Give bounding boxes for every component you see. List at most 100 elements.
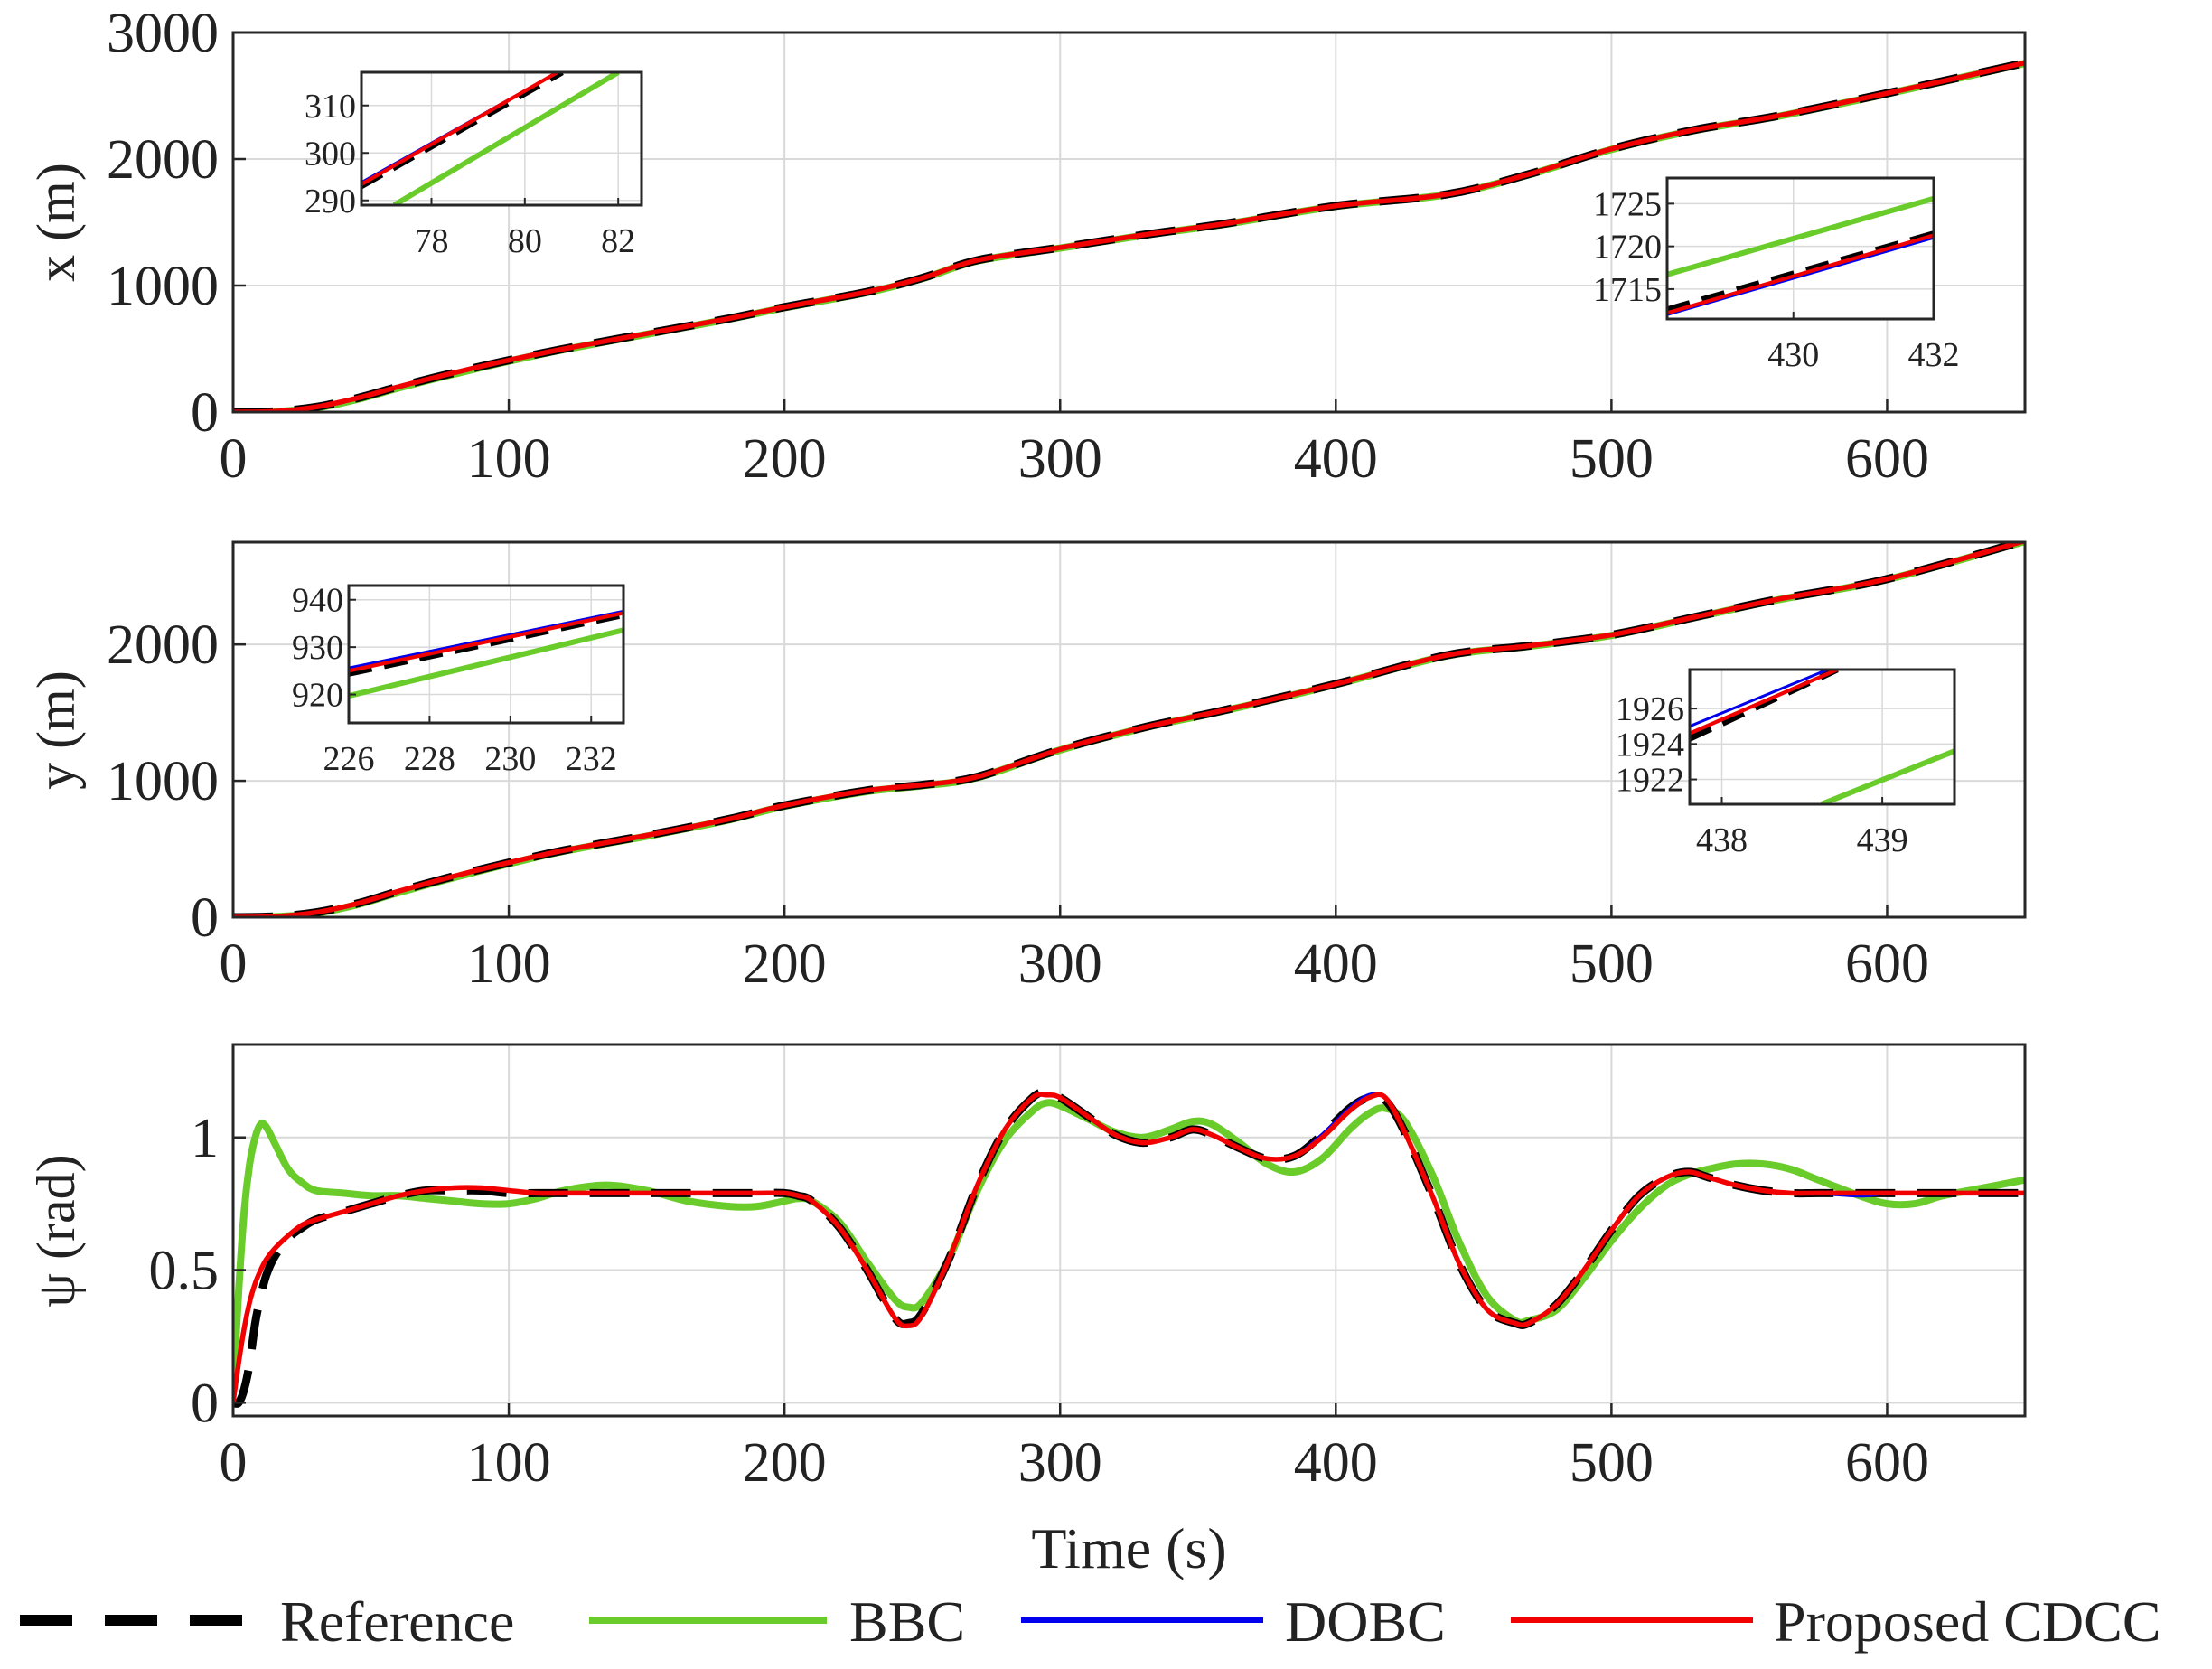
x-tick-label: 300 [1018,428,1102,490]
y-tick-label: 1000 [107,751,219,812]
x-tick-label: 400 [1294,933,1378,995]
panel-x-position: 0 100 200 300 400 500 600 0 1000 2000 3000 x (m) 78 8… [26,3,2027,490]
series-group [233,59,2025,412]
plot-area [233,1045,2025,1416]
x-tick-label: 0 [220,933,248,995]
series-line-cdcc [233,542,2025,917]
inset-series [1690,670,1954,804]
inset-y-tick-label: 300 [305,135,356,173]
inset-y-tick-label: 1924 [1616,726,1684,764]
y-tick-label: 3000 [107,3,219,64]
y-tick-label: 1 [191,1108,219,1169]
inset-frame [347,584,625,725]
panel-heading: 0 100 200 300 400 500 600 0 0.5 1 ψ (rad) Time (s) [26,1043,2027,1580]
inset-x-tick-label: 230 [484,740,536,778]
inset-y-tick-label: 1926 [1616,690,1684,728]
inset-area [349,586,623,723]
inset-y-tick-label: 1715 [1593,271,1662,309]
inset-y-tick-label: 920 [292,677,343,715]
inset-x-tick-label: 82 [601,222,635,260]
series-group [233,542,2025,917]
inset-line-bbc [1820,748,1954,804]
x-tick-label: 100 [467,933,551,995]
inset-x-tick-label: 432 [1908,336,1960,374]
x-tick-label: 500 [1570,428,1654,490]
inset-x-tick-label: 232 [566,740,617,778]
inset-series [1667,195,1934,316]
legend-label-reference: Reference [280,1589,514,1654]
y-axis-label: y (m) [26,670,86,790]
inset-y-tick-label: 1720 [1593,229,1662,267]
legend-label-cdcc: Proposed CDCC [1774,1589,2161,1654]
axes-frame [231,540,2027,919]
y-tick-label: 0 [191,887,219,949]
x-tick-label: 200 [743,428,827,490]
x-tick-label: 400 [1294,428,1378,490]
inset-right: 430 432 1715 1720 1725 [1593,176,1960,374]
axes-frame [231,1043,2027,1418]
inset-line-reference [349,612,623,677]
inset-top-left: 226 228 230 232 920 930 940 [292,582,625,778]
inset-frame [1688,668,1956,806]
x-tick-label: 0 [220,1432,248,1494]
inset-area [1690,670,1954,804]
y-tick-label: 2000 [107,129,219,191]
legend: Reference BBC DOBC Proposed CDCC [20,1589,2161,1654]
inset-line-bbc [349,627,623,699]
inset-x-tick-label: 439 [1857,821,1908,859]
inset-line-cdcc [1667,233,1934,315]
x-tick-label: 600 [1845,1432,1929,1494]
inset-series [361,72,620,205]
inset-line-bbc [1667,195,1934,277]
x-tick-label: 300 [1018,933,1102,995]
x-tick-label: 600 [1845,933,1929,995]
x-tick-label: 100 [467,1432,551,1494]
series-line-cdcc [233,60,2025,412]
y-tick-label: 2000 [107,614,219,676]
y-tick-label: 0.5 [149,1241,220,1302]
inset-line-cdcc [1690,670,1839,736]
inset-line-cdcc [361,72,559,186]
inset-top-left: 78 80 82 290 300 310 [305,70,643,260]
inset-y-tick-label: 290 [305,183,356,220]
series-line-cdcc [233,1092,2025,1403]
x-tick-label: 100 [467,428,551,490]
x-axis-label: Time (s) [1031,1516,1226,1580]
inset-line-cdcc [349,611,623,673]
axes-frame [231,31,2027,414]
inset-x-tick-label: 228 [404,740,455,778]
x-tick-label: 600 [1845,428,1929,490]
inset-y-tick-label: 310 [305,88,356,126]
inset-x-tick-label: 226 [323,740,375,778]
x-tick-label: 200 [743,1432,827,1494]
inset-frame [1665,176,1936,321]
series-group [233,1088,2025,1408]
inset-x-tick-label: 430 [1767,336,1819,374]
inset-line-dobc [349,609,623,670]
inset-y-tick-label: 1725 [1593,185,1662,223]
y-axis-label: x (m) [26,163,86,282]
y-tick-label: 0 [191,382,219,444]
inset-x-tick-label: 438 [1696,821,1748,859]
inset-x-tick-label: 80 [508,222,542,260]
y-tick-label: 0 [191,1373,219,1434]
inset-line-reference [1690,670,1839,742]
y-tick-label: 1000 [107,256,219,317]
inset-y-tick-label: 1922 [1616,762,1684,800]
inset-y-tick-label: 940 [292,582,343,620]
inset-y-tick-label: 930 [292,629,343,667]
inset-line-dobc [1690,670,1829,728]
inset-line-bbc [392,72,620,205]
x-tick-label: 400 [1294,1432,1378,1494]
x-tick-label: 200 [743,933,827,995]
x-tick-label: 500 [1570,1432,1654,1494]
y-axis-label: ψ (rad) [26,1154,86,1307]
series-line-bbc [233,1099,2025,1390]
legend-label-dobc: DOBC [1285,1589,1446,1654]
inset-frame [360,70,643,207]
inset-x-tick-label: 78 [415,222,449,260]
x-tick-label: 0 [220,428,248,490]
